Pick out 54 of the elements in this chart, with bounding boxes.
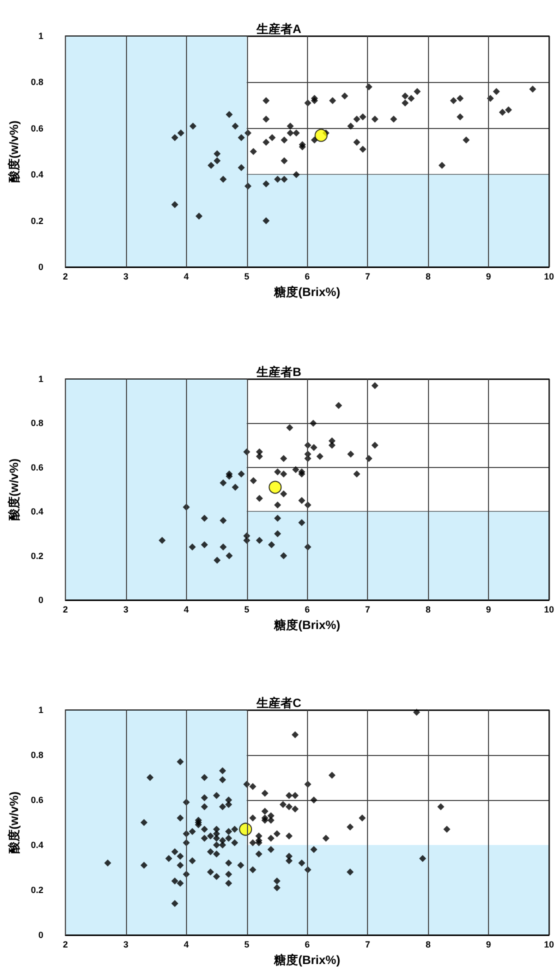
x-axis-title: 糖度(Brix%) (273, 284, 340, 299)
x-tick-label: 10 (544, 940, 554, 950)
x-tick-label: 2 (62, 940, 68, 950)
y-tick-label: 1 (38, 31, 44, 41)
y-tick-label: 0.6 (30, 123, 44, 134)
x-tick-label: 9 (486, 604, 492, 614)
x-tick-label: 4 (184, 940, 189, 950)
x-tick-label: 6 (304, 940, 310, 950)
x-tick-label: 10 (544, 272, 554, 282)
y-tick-label: 0.6 (30, 795, 44, 805)
x-tick-label: 7 (365, 272, 370, 282)
y-tick-label: 0 (38, 930, 44, 940)
x-tick-label: 8 (426, 604, 431, 614)
y-axis-title: 酸度(w/v%) (7, 458, 21, 521)
y-tick-label: 0.8 (30, 418, 44, 428)
x-axis-title: 糖度(Brix%) (273, 618, 340, 632)
x-tick-label: 3 (123, 604, 128, 614)
y-tick-label: 0.8 (30, 77, 44, 88)
x-tick-label: 10 (544, 604, 554, 614)
y-tick-label: 0.6 (30, 462, 44, 472)
y-tick-label: 1 (38, 374, 44, 384)
x-tick-label: 7 (365, 940, 370, 950)
y-tick-label: 0.8 (30, 750, 44, 760)
x-tick-label: 7 (365, 604, 370, 614)
x-tick-label: 2 (62, 272, 68, 282)
x-tick-label: 5 (244, 272, 250, 282)
x-tick-label: 8 (426, 272, 431, 282)
x-tick-label: 2 (62, 604, 68, 614)
x-tick-label: 4 (184, 272, 189, 282)
chart-title: 生産者C (256, 696, 302, 710)
x-tick-label: 5 (244, 940, 250, 950)
x-tick-label: 3 (123, 940, 128, 950)
y-tick-label: 0.4 (30, 840, 44, 850)
y-tick-label: 0.2 (30, 216, 44, 226)
y-tick-label: 0 (38, 262, 44, 272)
y-tick-label: 0 (38, 595, 44, 605)
y-axis-title: 酸度(w/v%) (7, 791, 21, 854)
x-tick-label: 8 (426, 940, 431, 950)
chart-title: 生産者A (256, 22, 302, 36)
x-tick-label: 5 (244, 604, 250, 614)
x-tick-label: 6 (304, 604, 310, 614)
x-tick-label: 3 (123, 272, 128, 282)
y-axis-title: 酸度(w/v%) (7, 120, 21, 183)
y-tick-label: 1 (38, 705, 44, 715)
y-tick-label: 0.4 (30, 170, 44, 180)
x-tick-label: 6 (304, 272, 310, 282)
y-tick-label: 0.4 (30, 506, 44, 517)
y-tick-label: 0.2 (30, 885, 44, 895)
x-tick-label: 9 (486, 940, 492, 950)
x-tick-label: 9 (486, 272, 492, 282)
x-axis-title: 糖度(Brix%) (273, 952, 340, 967)
chart-title: 生産者B (256, 365, 302, 379)
y-tick-label: 0.2 (30, 550, 44, 561)
x-tick-label: 4 (184, 604, 189, 614)
